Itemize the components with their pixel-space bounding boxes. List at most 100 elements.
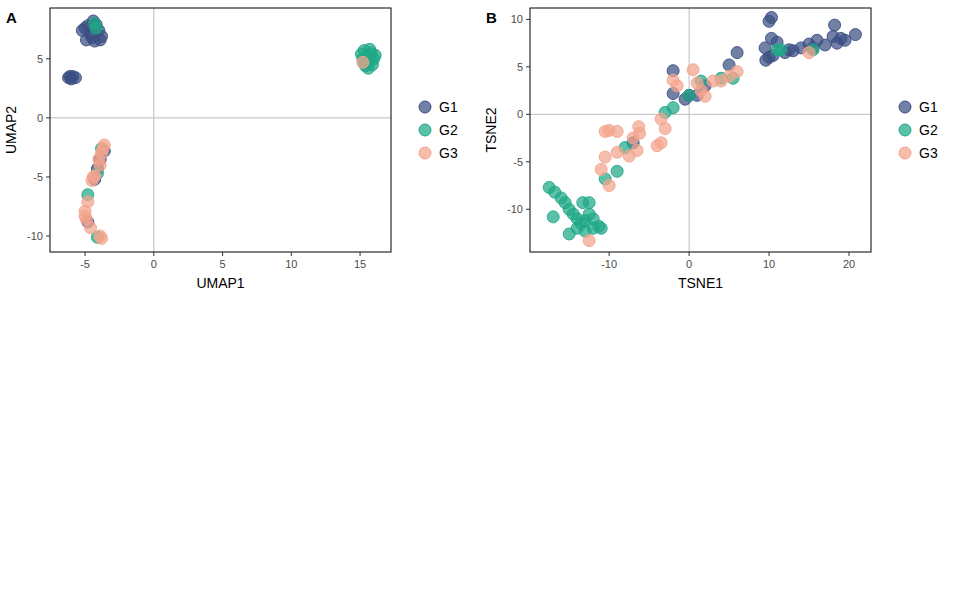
point [699,90,711,102]
point [771,44,783,56]
point [803,47,815,59]
point [90,22,102,34]
reference-line-x [153,8,154,252]
point [683,89,695,101]
point [667,102,679,114]
y-tick [526,66,530,67]
legend-label: G3 [439,145,458,161]
x-tick [689,252,690,256]
point [627,132,639,144]
y-tick-label: 5 [517,61,523,73]
y-tick [46,117,50,118]
x-axis-title: TSNE1 [678,275,723,291]
x-tick [849,252,850,256]
legend-marker [899,124,911,136]
point [687,64,699,76]
y-tick-label: 0 [37,112,43,124]
point [76,24,88,36]
y-tick [526,161,530,162]
y-tick [526,209,530,210]
point [547,211,559,223]
y-tick [46,176,50,177]
x-tick [291,252,292,256]
panel-label: A [6,9,17,26]
x-tick [222,252,223,256]
legend-marker [899,147,911,159]
y-tick-label: 5 [37,53,43,65]
point [633,121,645,133]
y-axis-title: TSNE2 [483,107,499,152]
point [611,165,623,177]
point [655,137,667,149]
x-tick-label: -5 [80,258,90,270]
panel-0: -5 0 5 10 15 -10 -5 0 5 UMAP1 UMAP2 A G1G2G3 [3,8,458,291]
point [671,80,683,92]
x-tick [769,252,770,256]
point [595,222,607,234]
x-axis-title: UMAP1 [196,275,244,291]
x-tick-label: 15 [354,258,366,270]
reference-line-y [50,117,391,118]
point [631,144,643,156]
x-tick-label: 10 [763,258,775,270]
point [85,222,97,234]
point [563,228,575,240]
background [0,0,960,600]
point [829,19,841,31]
x-tick-label: 5 [220,258,226,270]
y-tick [526,114,530,115]
point [765,32,777,44]
x-tick [609,252,610,256]
x-tick-label: 10 [285,258,297,270]
x-tick-label: -10 [601,258,617,270]
points [63,15,382,244]
legend-marker [419,101,431,113]
point [731,47,743,59]
point [583,235,595,247]
point [94,230,106,242]
y-tick-label: -10 [27,230,43,242]
point [760,54,772,66]
y-tick [46,236,50,237]
y-tick [526,19,530,20]
x-tick [360,252,361,256]
reference-line-y [530,114,871,115]
point [849,29,861,41]
x-tick-label: 20 [843,258,855,270]
point [599,151,611,163]
plot-frame [50,8,391,252]
point [97,143,109,155]
panel-label: B [486,9,497,26]
point [64,71,76,83]
y-tick-label: -5 [513,156,523,168]
figure: -5051015-10-505UMAP1UMAP2AG1G2G3-1001020… [0,0,960,600]
y-axis-title: UMAP2 [3,106,19,154]
legend-label: G2 [919,122,938,138]
y-tick-label: -5 [33,171,43,183]
point [357,56,369,68]
panel-1: -1001020-10-50510TSNE1TSNE2BG1G2G3 [483,8,938,291]
point [82,196,94,208]
x-tick [85,252,86,256]
point [765,11,777,23]
legend-label: G1 [439,99,458,115]
point [595,163,607,175]
x-tick-label: 0 [151,258,157,270]
legend: G1G2G3 [899,99,938,161]
y-tick [46,58,50,59]
point [87,171,99,183]
point [655,113,667,125]
reference-line-x [689,8,690,252]
plot-frame [530,8,871,252]
point [94,159,106,171]
point [603,180,615,192]
legend: G1G2G3 [419,99,458,161]
points [543,11,861,246]
x-tick [153,252,154,256]
y-tick-label: -10 [507,203,523,215]
legend-label: G1 [919,99,938,115]
point [731,66,743,78]
x-tick-label: 0 [686,258,692,270]
legend-marker [419,147,431,159]
point [683,89,695,101]
